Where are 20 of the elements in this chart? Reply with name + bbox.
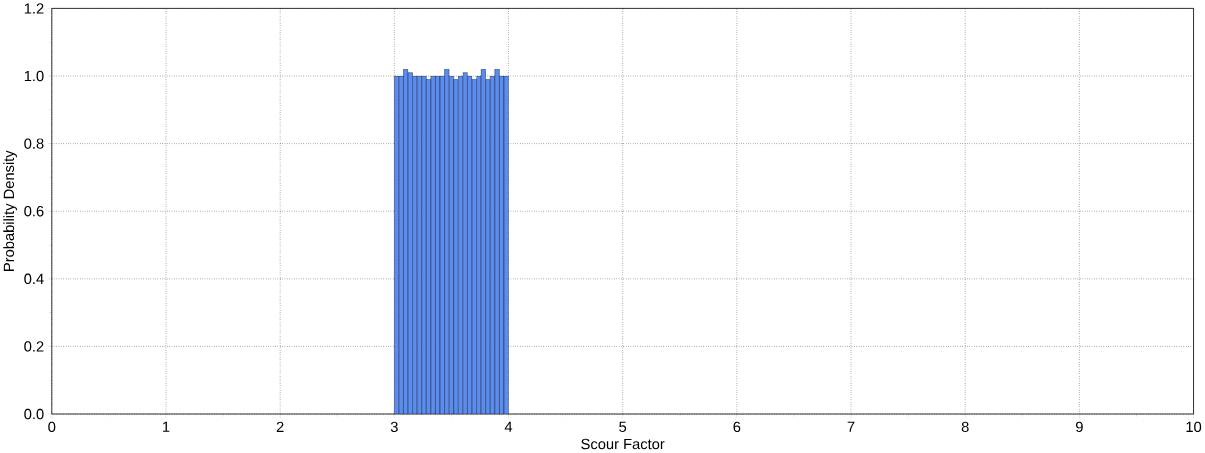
x-tick-label: 8 xyxy=(961,421,969,433)
y-tick-label: 0.6 xyxy=(24,206,44,217)
y-tick-label: 0.4 xyxy=(24,273,44,285)
y-tick-label: 1.0 xyxy=(24,71,44,82)
x-tick-label: 6 xyxy=(733,421,741,433)
x-tick-label: 1 xyxy=(163,421,170,433)
x-axis-title: Scour Factor xyxy=(581,439,665,450)
x-tick-label: 10 xyxy=(1186,421,1202,433)
y-axis-title: Probability Density xyxy=(3,150,17,272)
y-tick-label: 0.0 xyxy=(24,409,44,420)
y-tick-label: 0.8 xyxy=(24,138,44,150)
y-tick-label: 0.2 xyxy=(24,341,44,352)
x-tick-label: 4 xyxy=(504,421,513,433)
y-tick-label: 1.2 xyxy=(24,3,44,14)
x-tick-label: 3 xyxy=(390,421,398,433)
x-tick-label: 5 xyxy=(619,421,627,433)
x-tick-label: 2 xyxy=(276,421,284,433)
x-tick-label: 7 xyxy=(847,421,855,433)
x-tick-label: 0 xyxy=(48,421,56,433)
x-tick-label: 9 xyxy=(1075,421,1083,433)
